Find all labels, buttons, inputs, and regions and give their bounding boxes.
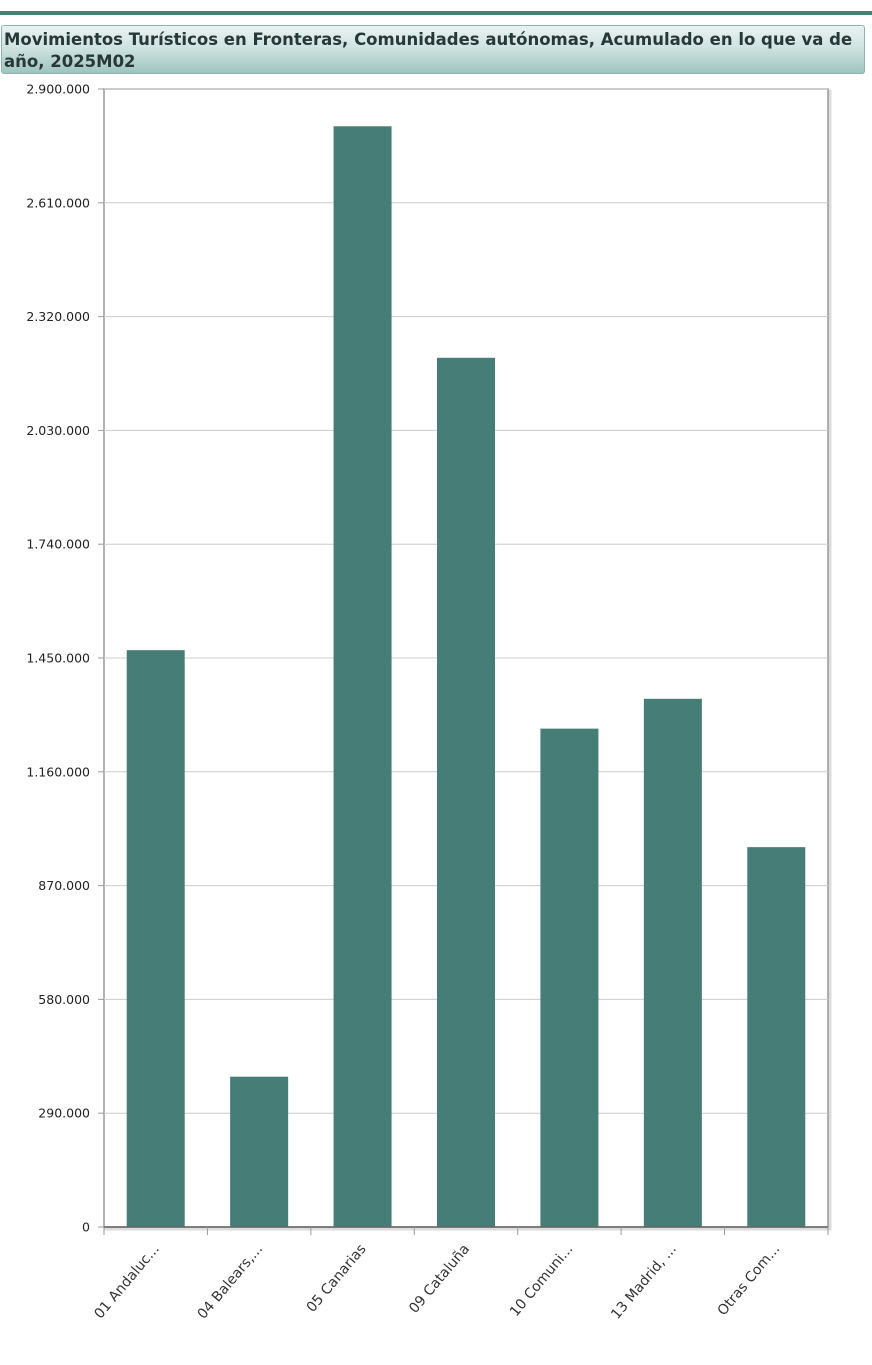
bar xyxy=(643,698,702,1227)
x-tick-label: 04 Balears,... xyxy=(195,1241,267,1322)
chart-title-bar: Movimientos Turísticos en Fronteras, Com… xyxy=(1,25,865,74)
y-tick-label: 2.320.000 xyxy=(26,309,90,324)
x-tick-label: 13 Madrid, ... xyxy=(608,1241,680,1322)
y-tick-label: 0 xyxy=(82,1220,90,1235)
x-tick-label: 10 Comuni... xyxy=(507,1241,577,1320)
top-accent-rule xyxy=(0,11,872,15)
y-tick-label: 1.450.000 xyxy=(26,651,90,666)
chart-title: Movimientos Turísticos en Fronteras, Com… xyxy=(4,30,853,71)
x-tick-label: Otras Com... xyxy=(715,1241,784,1319)
bar xyxy=(126,650,185,1227)
bar xyxy=(747,847,806,1227)
y-tick-label: 580.000 xyxy=(38,992,90,1007)
bar xyxy=(230,1076,289,1227)
y-tick-label: 1.160.000 xyxy=(26,764,90,779)
x-tick-label: 01 Andaluc... xyxy=(91,1241,162,1322)
y-tick-label: 1.740.000 xyxy=(26,537,90,552)
y-tick-label: 290.000 xyxy=(38,1106,90,1121)
x-tick-label: 05 Canarias xyxy=(304,1241,370,1315)
y-tick-label: 870.000 xyxy=(38,878,90,893)
y-tick-label: 2.900.000 xyxy=(26,82,90,97)
bar-chart: 0 290.000 580.000 870.000 1.160.000 1.450.000… xyxy=(26,82,832,1323)
y-tick-label: 2.030.000 xyxy=(26,423,90,438)
bar xyxy=(540,728,599,1227)
bar xyxy=(333,126,392,1228)
y-tick-label: 2.610.000 xyxy=(26,195,90,210)
x-tick-label: 09 Cataluña xyxy=(406,1241,473,1316)
bar xyxy=(437,357,495,1227)
